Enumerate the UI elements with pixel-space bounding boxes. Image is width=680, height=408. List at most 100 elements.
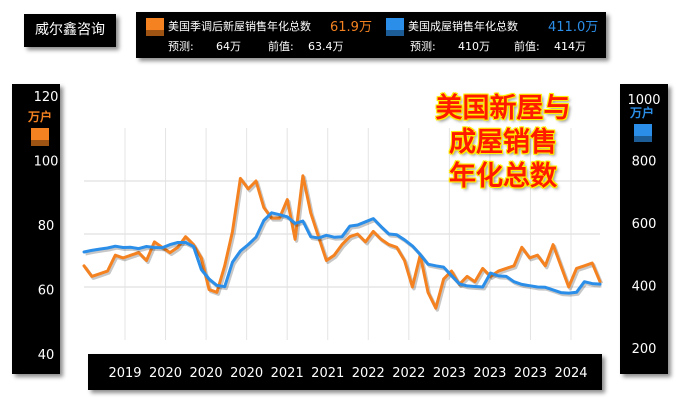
left-axis-swatch <box>31 128 49 146</box>
data-point <box>482 267 484 270</box>
data-point <box>99 273 101 275</box>
data-point <box>278 214 281 216</box>
data-point <box>388 244 390 246</box>
data-point <box>83 265 85 267</box>
data-point <box>83 251 85 253</box>
left-y-tick: 40 <box>38 348 55 363</box>
data-point <box>106 247 109 249</box>
legend-prev-existing-home: 414万 <box>554 40 586 53</box>
data-point <box>169 251 171 254</box>
legend-value-existing-home: 411.0万 <box>548 20 599 35</box>
data-point <box>403 259 406 262</box>
right-y-tick: 800 <box>632 155 657 170</box>
x-tick-label: 2024 <box>554 366 587 381</box>
data-point <box>255 236 257 238</box>
data-point <box>294 222 296 224</box>
data-point <box>427 263 429 265</box>
right-axis-unit: 万户 <box>630 106 655 120</box>
data-point <box>216 284 218 287</box>
data-point <box>192 245 195 248</box>
series-shadow <box>84 175 604 312</box>
data-point <box>466 275 468 277</box>
x-tick-label: 2023 <box>514 366 547 381</box>
x-axis-panel <box>88 354 602 390</box>
data-point <box>286 198 288 201</box>
data-point <box>216 291 218 293</box>
data-point <box>474 281 476 283</box>
data-point <box>114 254 116 256</box>
data-point <box>177 246 179 248</box>
data-point <box>575 291 578 293</box>
data-point <box>583 265 585 267</box>
legend-forecast-existing-home: 410万 <box>458 40 490 53</box>
data-point <box>458 283 460 285</box>
data-point <box>224 286 226 288</box>
data-point <box>443 266 445 268</box>
data-point <box>177 241 179 244</box>
x-tick-label: 2019 <box>108 366 141 381</box>
data-point <box>419 253 421 256</box>
data-point <box>544 286 546 288</box>
legend-forecast-new-home: 64万 <box>216 40 241 53</box>
data-point <box>349 225 351 227</box>
data-point <box>482 286 484 288</box>
data-point <box>513 265 515 267</box>
x-tick-label: 2020 <box>230 366 263 381</box>
data-point <box>106 270 109 272</box>
data-point <box>599 283 601 285</box>
data-point <box>333 236 335 238</box>
data-point <box>513 281 515 283</box>
x-tick-label: 2020 <box>190 366 223 381</box>
data-point <box>591 262 593 264</box>
data-point <box>380 225 382 228</box>
data-point <box>138 251 140 254</box>
data-point <box>310 236 312 238</box>
data-point <box>505 275 507 277</box>
headline-line-2: 成屋销售 <box>449 127 557 158</box>
data-point <box>450 275 453 277</box>
left-axis-unit: 万户 <box>28 110 53 124</box>
data-point <box>333 254 335 256</box>
data-point <box>325 259 327 262</box>
right-axis-panel: 万户 <box>620 84 668 374</box>
right-y-tick: 600 <box>632 217 657 232</box>
data-point <box>161 247 163 249</box>
left-y-tick: 60 <box>38 284 55 299</box>
data-point <box>271 212 273 214</box>
right-y-tick: 400 <box>632 280 657 295</box>
data-point <box>263 206 265 209</box>
legend-swatch-new-home <box>146 18 164 36</box>
data-point <box>208 289 210 291</box>
data-point <box>536 254 539 256</box>
data-point <box>396 246 398 248</box>
data-point <box>278 217 281 219</box>
data-point <box>380 238 382 240</box>
data-point <box>200 268 202 271</box>
data-point <box>153 241 155 243</box>
data-point <box>271 217 273 219</box>
data-point <box>130 254 132 256</box>
legend-prev-label-new-home: 前值: <box>268 40 294 53</box>
data-point <box>317 237 320 239</box>
data-point <box>247 244 249 246</box>
data-point <box>575 267 578 270</box>
data-point <box>325 234 327 236</box>
data-point <box>341 236 343 238</box>
data-point <box>286 216 288 218</box>
data-point <box>443 278 445 280</box>
data-point <box>474 285 476 288</box>
data-point <box>544 265 546 267</box>
left-y-tick: 100 <box>34 155 59 170</box>
data-point <box>450 270 453 272</box>
data-point <box>310 212 312 214</box>
data-point <box>185 241 187 244</box>
data-point <box>357 224 359 226</box>
data-point <box>388 233 390 235</box>
data-point <box>200 257 202 259</box>
headline-line-1: 美国新屋与 <box>435 93 571 124</box>
data-point <box>497 270 499 272</box>
legend-prev-label-existing-home: 前值: <box>514 40 540 53</box>
data-point <box>552 289 554 291</box>
data-point <box>529 285 531 287</box>
data-point <box>302 175 304 177</box>
